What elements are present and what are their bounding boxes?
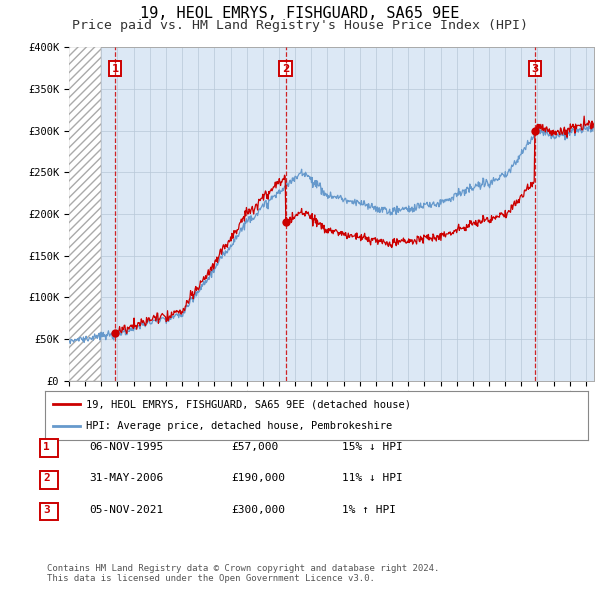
- Text: 19, HEOL EMRYS, FISHGUARD, SA65 9EE: 19, HEOL EMRYS, FISHGUARD, SA65 9EE: [140, 6, 460, 21]
- Text: 11% ↓ HPI: 11% ↓ HPI: [342, 474, 403, 483]
- Text: 05-NOV-2021: 05-NOV-2021: [89, 506, 163, 515]
- Text: 15% ↓ HPI: 15% ↓ HPI: [342, 442, 403, 451]
- Text: 19, HEOL EMRYS, FISHGUARD, SA65 9EE (detached house): 19, HEOL EMRYS, FISHGUARD, SA65 9EE (det…: [86, 399, 411, 409]
- Text: HPI: Average price, detached house, Pembrokeshire: HPI: Average price, detached house, Pemb…: [86, 421, 392, 431]
- Text: 1: 1: [43, 442, 50, 451]
- Text: 31-MAY-2006: 31-MAY-2006: [89, 474, 163, 483]
- Text: £300,000: £300,000: [231, 506, 285, 515]
- Text: £190,000: £190,000: [231, 474, 285, 483]
- Text: 06-NOV-1995: 06-NOV-1995: [89, 442, 163, 451]
- Text: 1% ↑ HPI: 1% ↑ HPI: [342, 506, 396, 515]
- Text: 2: 2: [43, 474, 50, 483]
- Text: 1: 1: [112, 64, 119, 74]
- Text: Price paid vs. HM Land Registry's House Price Index (HPI): Price paid vs. HM Land Registry's House …: [72, 19, 528, 32]
- Text: £57,000: £57,000: [231, 442, 278, 451]
- Text: 2: 2: [282, 64, 289, 74]
- Text: 3: 3: [532, 64, 539, 74]
- Text: Contains HM Land Registry data © Crown copyright and database right 2024.
This d: Contains HM Land Registry data © Crown c…: [47, 563, 439, 583]
- Bar: [69, 47, 101, 381]
- Text: 3: 3: [43, 506, 50, 515]
